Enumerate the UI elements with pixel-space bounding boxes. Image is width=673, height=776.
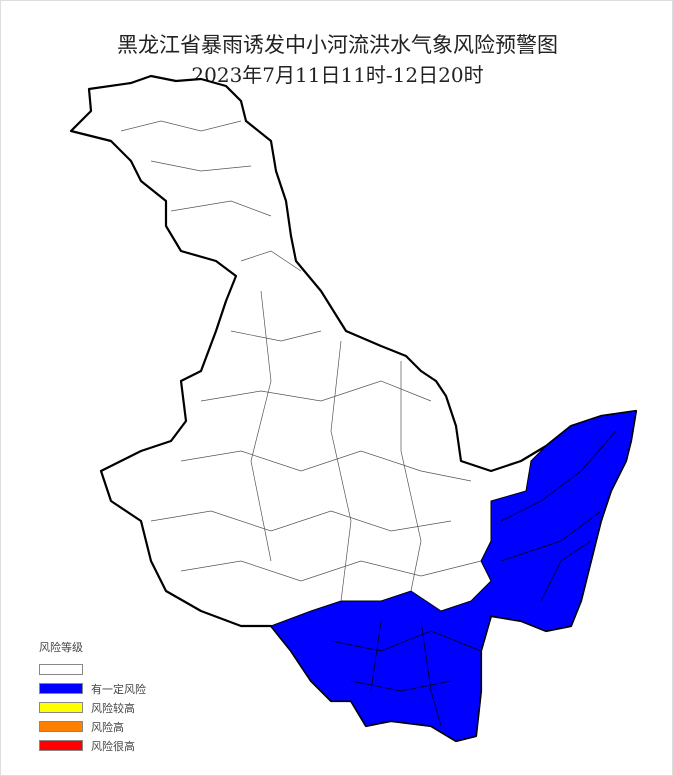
legend: 风险等级 有一定风险 风险较高 风险高 风险很高 (39, 639, 146, 755)
legend-title: 风险等级 (39, 641, 83, 654)
legend-swatch (39, 721, 83, 732)
county-boundaries (120, 120, 617, 727)
map-subtitle: 2023年7月11日11时-12日20时 (191, 63, 484, 87)
map-title: 黑龙江省暴雨诱发中小河流洪水气象风险预警图 (117, 33, 558, 57)
legend-item-none (39, 660, 146, 679)
legend-swatch (39, 664, 83, 675)
legend-swatch (39, 683, 83, 694)
legend-swatch (39, 702, 83, 713)
legend-item-level3: 风险高 (39, 717, 146, 736)
risk-area-level1 (270, 410, 637, 742)
legend-item-level1: 有一定风险 (39, 679, 146, 698)
legend-swatch (39, 740, 83, 751)
legend-item-level4: 风险很高 (39, 736, 146, 755)
legend-item-level2: 风险较高 (39, 698, 146, 717)
